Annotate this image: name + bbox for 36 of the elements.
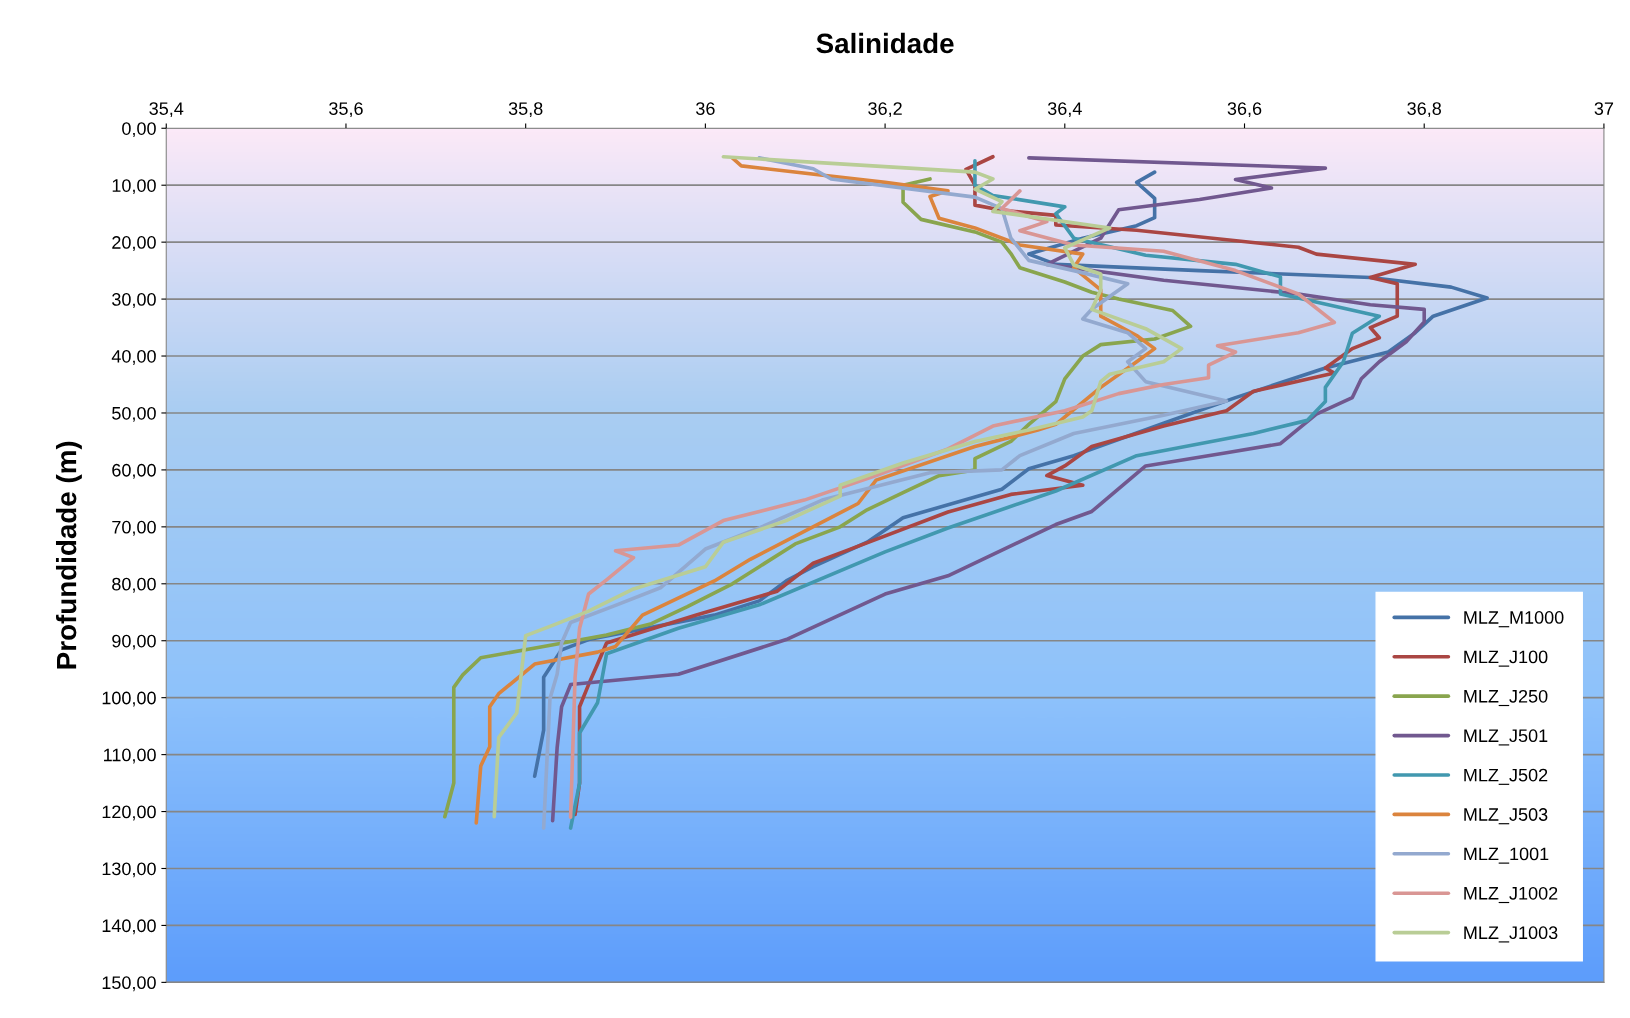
y-tick-label: 120,00 <box>102 805 156 821</box>
y-tick-label: 10,00 <box>112 179 156 195</box>
x-tick-label: 36,2 <box>868 102 902 118</box>
x-tick-label: 37 <box>1594 102 1614 115</box>
y-tick-label: 20,00 <box>112 236 156 251</box>
x-tick-label: 35,4 <box>149 102 184 118</box>
x-tick-label: 36,6 <box>1227 102 1262 118</box>
legend-label: MLZ_J503 <box>1464 808 1548 825</box>
legend-label: MLZ_J250 <box>1464 689 1548 707</box>
y-tick-label: 60,00 <box>112 463 156 479</box>
x-tick-label: 36,8 <box>1407 102 1441 118</box>
y-tick-label: 40,00 <box>111 349 156 365</box>
legend-label: MLZ_J1002 <box>1464 886 1558 904</box>
y-axis-title: Profundidade (m) <box>55 441 82 669</box>
y-tick-label: 130,00 <box>102 862 156 878</box>
legend-label: MLZ_1001 <box>1464 847 1549 864</box>
x-tick-label: 35,8 <box>508 102 543 118</box>
legend-label: MLZ_J501 <box>1464 729 1548 746</box>
y-tick-label: 30,00 <box>112 293 156 308</box>
y-tick-label: 140,00 <box>102 919 156 935</box>
legend-label: MLZ_M1000 <box>1464 611 1564 628</box>
legend-label: MLZ_J100 <box>1464 650 1548 667</box>
x-tick-label: 36 <box>696 102 715 115</box>
chart-title: Salinidade <box>816 32 954 54</box>
y-tick-label: 0,00 <box>122 122 156 138</box>
y-tick-label: 50,00 <box>112 406 156 422</box>
y-tick-label: 110,00 <box>104 748 156 764</box>
y-tick-label: 150,00 <box>102 976 156 992</box>
x-tick-label: 35,6 <box>329 102 363 118</box>
x-tick-label: 36,4 <box>1047 102 1082 118</box>
y-tick-label: 70,00 <box>112 520 156 536</box>
legend-label: MLZ_J1003 <box>1464 926 1558 943</box>
y-tick-label: 80,00 <box>112 577 156 593</box>
y-tick-label: 100,00 <box>102 691 156 707</box>
y-tick-label: 90,00 <box>112 634 156 650</box>
legend-label: MLZ_J502 <box>1464 768 1548 785</box>
